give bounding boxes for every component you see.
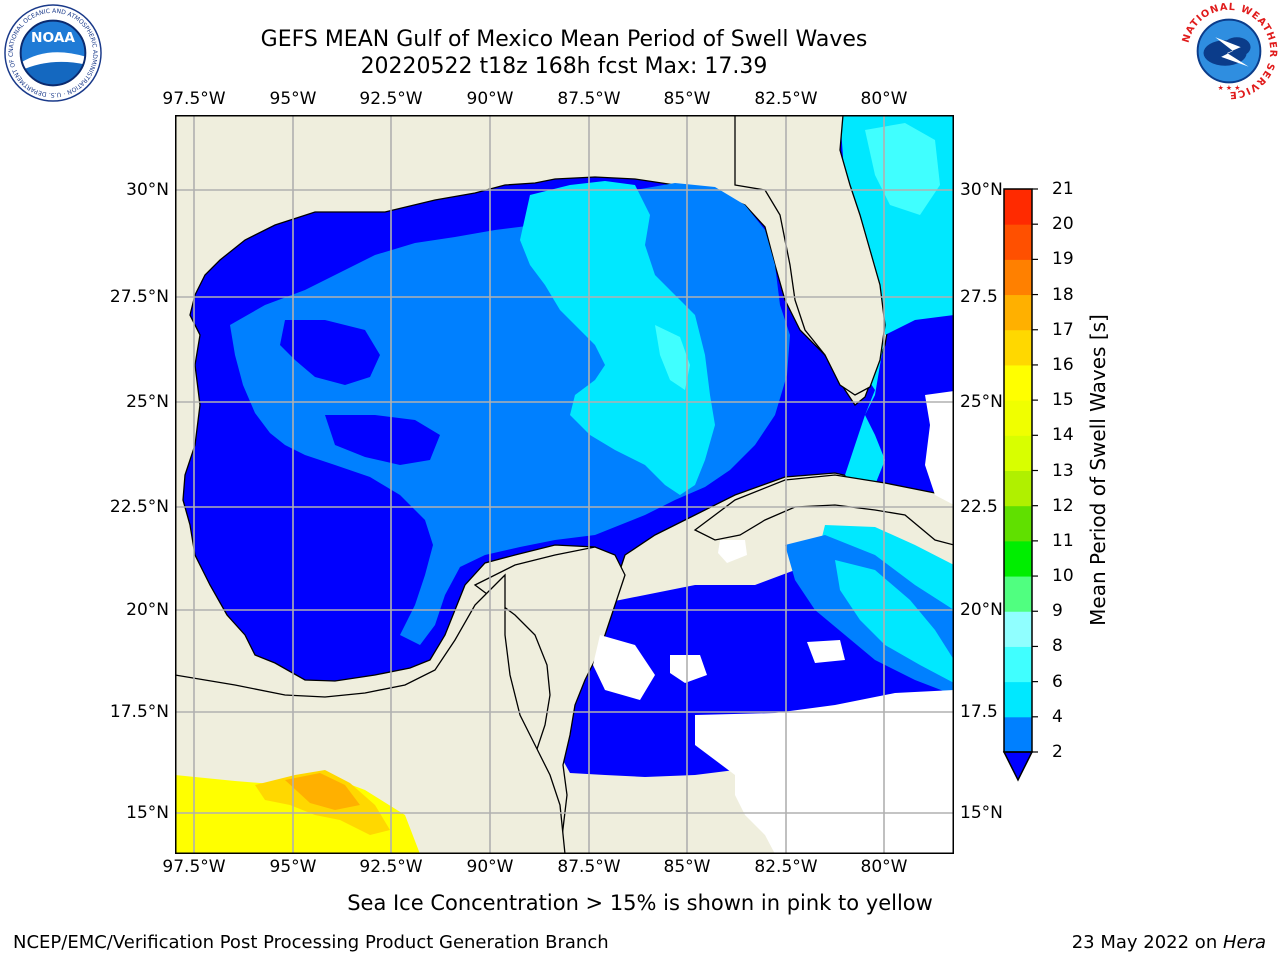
lon-tick-label-top: 90°W	[466, 89, 514, 109]
noaa-logo-icon: NATIONAL OCEANIC AND ATMOSPHERIC ADMINIS…	[4, 4, 102, 102]
colorbar-tick-label: 16	[1052, 354, 1074, 375]
florida-land	[734, 115, 886, 396]
lat-tick-label-left: 27.5°N	[109, 287, 169, 307]
lon-tick-label-bottom: 95°W	[269, 857, 317, 877]
colorbar-tick-label: 10	[1052, 566, 1074, 587]
map-title: GEFS MEAN Gulf of Mexico Mean Period of …	[260, 27, 868, 52]
period-band-8s	[655, 325, 690, 390]
colorbar-tick-label: 20	[1052, 214, 1074, 235]
lon-tick-label-bottom: 92.5°W	[359, 857, 423, 877]
sea-ice-region	[285, 773, 360, 810]
lon-tick-label-bottom: 80°W	[860, 857, 908, 877]
colorbar-tick-label: 19	[1052, 249, 1074, 270]
colorbar-segment	[1004, 364, 1032, 401]
colorbar-segment	[1004, 681, 1032, 718]
lat-tick-label-right: 25°N	[960, 392, 1003, 412]
map-panel	[175, 115, 954, 854]
no-data-region	[925, 391, 954, 505]
cuba-land	[693, 474, 954, 546]
colorbar-tick-label: 14	[1052, 425, 1074, 446]
colorbar-tick-label: 21	[1052, 179, 1074, 199]
sea-ice-note-text: Sea Ice Concentration > 15% is shown in …	[347, 891, 933, 915]
period-band-6s	[835, 560, 954, 683]
lat-tick-label-right: 22.5	[960, 497, 998, 517]
period-band-6s	[520, 181, 715, 495]
footer-machine: Hera	[1222, 932, 1266, 953]
colorbar-tick-label: 8	[1052, 636, 1063, 657]
period-band-6s	[840, 115, 954, 495]
colorbar-tick-label: 13	[1052, 460, 1074, 481]
colorbar-segment	[1004, 470, 1032, 507]
lat-tick-label-left: 20°N	[126, 600, 169, 620]
lat-tick-label-left: 17.5°N	[109, 702, 169, 722]
colorbar-segment	[1004, 329, 1032, 366]
map-subtitle: 20220522 t18z 168h fcst Max: 17.39	[360, 54, 768, 79]
lat-tick-label-right: 20°N	[960, 600, 1003, 620]
period-pocket-2s	[280, 320, 380, 385]
colorbar-segment	[1004, 611, 1032, 647]
lat-tick-label-right: 15°N	[960, 803, 1003, 823]
map-frame	[175, 115, 954, 854]
colorbar-tick-label: 9	[1052, 601, 1063, 622]
colorbar-segment	[1004, 189, 1032, 225]
lat-tick-label-left: 30°N	[126, 180, 169, 200]
lat-tick-label-left: 15°N	[126, 803, 169, 823]
lon-tick-label-bottom: 90°W	[466, 857, 514, 877]
no-data-region	[718, 540, 747, 563]
lon-tick-label-top: 97.5°W	[162, 89, 226, 109]
colorbar-tick-label: 11	[1052, 530, 1074, 551]
gridlines	[175, 115, 954, 854]
colorbar-tick-label: 4	[1052, 706, 1063, 727]
colorbar-segment	[1004, 540, 1032, 577]
colorbar-segment	[1004, 435, 1032, 471]
footer-date: 23 May 2022 on Hera	[1072, 932, 1266, 954]
period-pocket-2s	[325, 415, 440, 465]
lat-tick-label-left: 25°N	[126, 392, 169, 412]
lon-tick-label-top: 95°W	[269, 89, 317, 109]
colorbar-segment	[1004, 224, 1032, 260]
lon-tick-label-top: 92.5°W	[359, 89, 423, 109]
colorbar-tick-label: 15	[1052, 390, 1074, 411]
sea-ice-note: Sea Ice Concentration > 15% is shown in …	[0, 892, 1280, 914]
lat-tick-label-right: 27.5	[960, 287, 998, 307]
lat-tick-label-right: 30°N	[960, 180, 1003, 200]
lon-tick-label-bottom: 87.5°W	[557, 857, 621, 877]
footer-credit: NCEP/EMC/Verification Post Processing Pr…	[13, 932, 609, 953]
colorbar-segment	[1004, 576, 1032, 612]
colorbar	[1002, 188, 1038, 782]
lat-tick-label-left: 22.5°N	[109, 497, 169, 517]
colorbar-tick-label: 17	[1052, 319, 1074, 340]
footer-date-text: 23 May 2022 on	[1071, 932, 1223, 953]
svg-text:★ ★ ★: ★ ★ ★	[1218, 84, 1241, 92]
colorbar-tick-label: 18	[1052, 284, 1074, 305]
no-data-region	[807, 640, 845, 663]
colorbar-tick-label: 6	[1052, 671, 1063, 692]
colorbar-segment	[1004, 259, 1032, 296]
colorbar-tick-label: 2	[1052, 742, 1063, 762]
colorbar-segment	[1004, 716, 1032, 753]
colorbar-extend-triangle	[1002, 751, 1034, 782]
lon-tick-label-top: 80°W	[860, 89, 908, 109]
nws-logo-icon: NATIONAL WEATHER SERVICE ★ ★ ★	[1181, 2, 1278, 100]
no-data-region	[670, 655, 707, 683]
colorbar-segment	[1004, 294, 1032, 331]
lon-tick-label-bottom: 97.5°W	[162, 857, 226, 877]
lon-tick-label-bottom: 85°W	[663, 857, 711, 877]
lon-tick-label-bottom: 82.5°W	[754, 857, 818, 877]
colorbar-segment	[1004, 400, 1032, 436]
noaa-wordmark: NOAA	[31, 30, 75, 46]
lon-tick-label-top: 82.5°W	[754, 89, 818, 109]
lon-tick-label-top: 85°W	[663, 89, 711, 109]
colorbar-segment	[1004, 646, 1032, 683]
lat-tick-label-right: 17.5	[960, 702, 998, 722]
colorbar-label: Mean Period of Swell Waves [s]	[1086, 314, 1110, 626]
lon-tick-label-top: 87.5°W	[557, 89, 621, 109]
no-data-region	[593, 635, 655, 700]
colorbar-segment	[1004, 505, 1032, 542]
colorbar-tick-label: 12	[1052, 495, 1074, 516]
